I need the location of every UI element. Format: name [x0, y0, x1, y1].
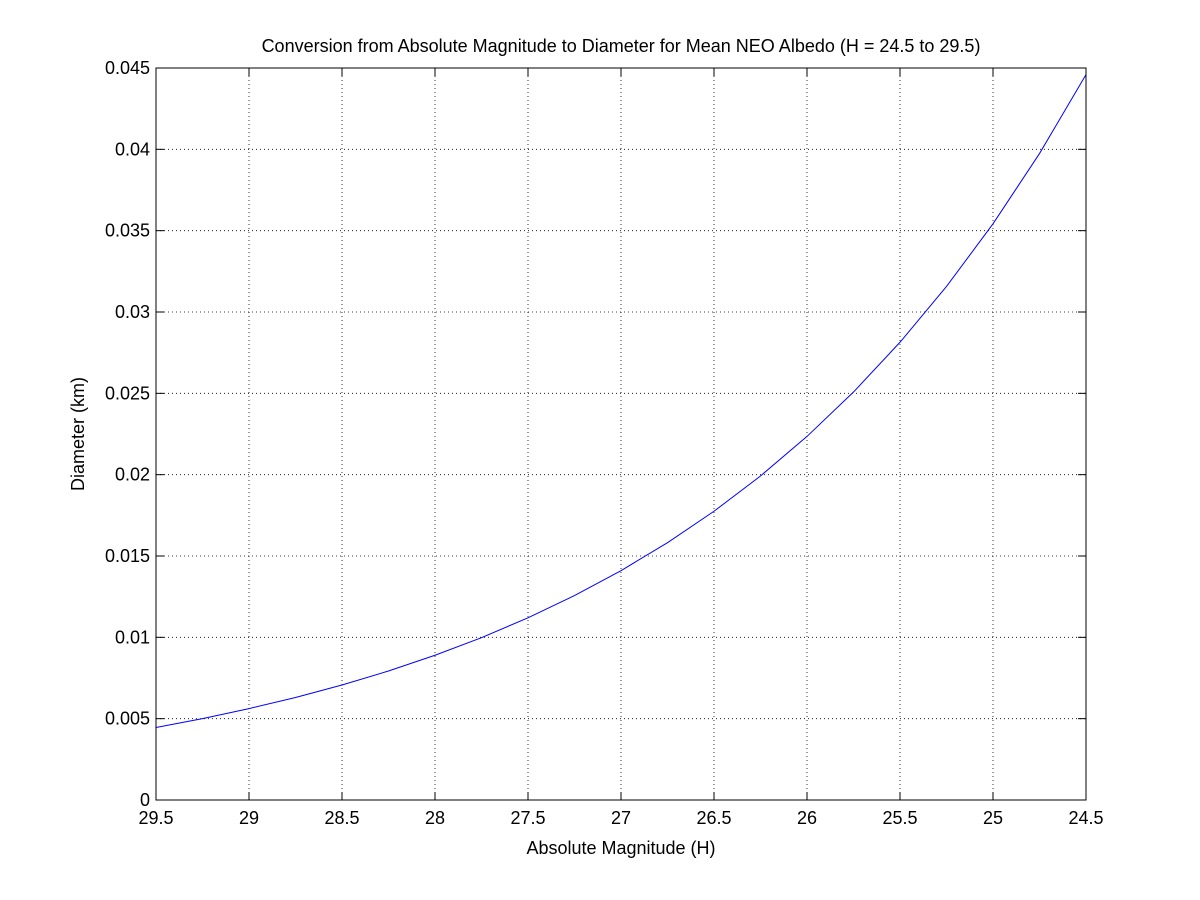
y-tick-label: 0.015: [105, 546, 150, 566]
series-line: [155, 74, 1087, 728]
x-tick-label: 28: [425, 808, 445, 828]
x-tick-label: 24.5: [1068, 808, 1103, 828]
y-tick-label: 0.04: [115, 139, 150, 159]
y-tick-label: 0.005: [105, 709, 150, 729]
y-tick-label: 0.035: [105, 221, 150, 241]
x-tick-label: 28.5: [324, 808, 359, 828]
x-tick-label: 25: [983, 808, 1003, 828]
x-tick-label: 27.5: [510, 808, 545, 828]
x-tick-label: 26: [797, 808, 817, 828]
x-tick-label: 29: [239, 808, 259, 828]
x-tick-label: 26.5: [696, 808, 731, 828]
x-axis-label: Absolute Magnitude (H): [526, 838, 715, 858]
x-tick-labels: 29.5 29 28.5 28 27.5 27 26.5 26 25.5 25 24.5: [138, 808, 1103, 828]
x-tick-label: 27: [611, 808, 631, 828]
grid-lines: [156, 68, 1086, 800]
plot-area: [156, 68, 1086, 800]
x-tick-label: 29.5: [138, 808, 173, 828]
y-axis-label: Diameter (km): [68, 377, 88, 491]
y-tick-labels: 0 0.005 0.01 0.015 0.02 0.025 0.03 0.035 0.04 0.0…: [105, 58, 150, 810]
chart-title: Conversion from Absolute Magnitude to Di…: [262, 36, 981, 56]
y-tick-label: 0: [140, 790, 150, 810]
tick-marks: [155, 67, 1087, 801]
y-tick-label: 0.03: [115, 302, 150, 322]
y-tick-label: 0.045: [105, 58, 150, 78]
y-tick-label: 0.02: [115, 465, 150, 485]
series-layer: [155, 74, 1087, 728]
x-tick-label: 25.5: [882, 808, 917, 828]
y-tick-label: 0.01: [115, 627, 150, 647]
y-tick-label: 0.025: [105, 383, 150, 403]
